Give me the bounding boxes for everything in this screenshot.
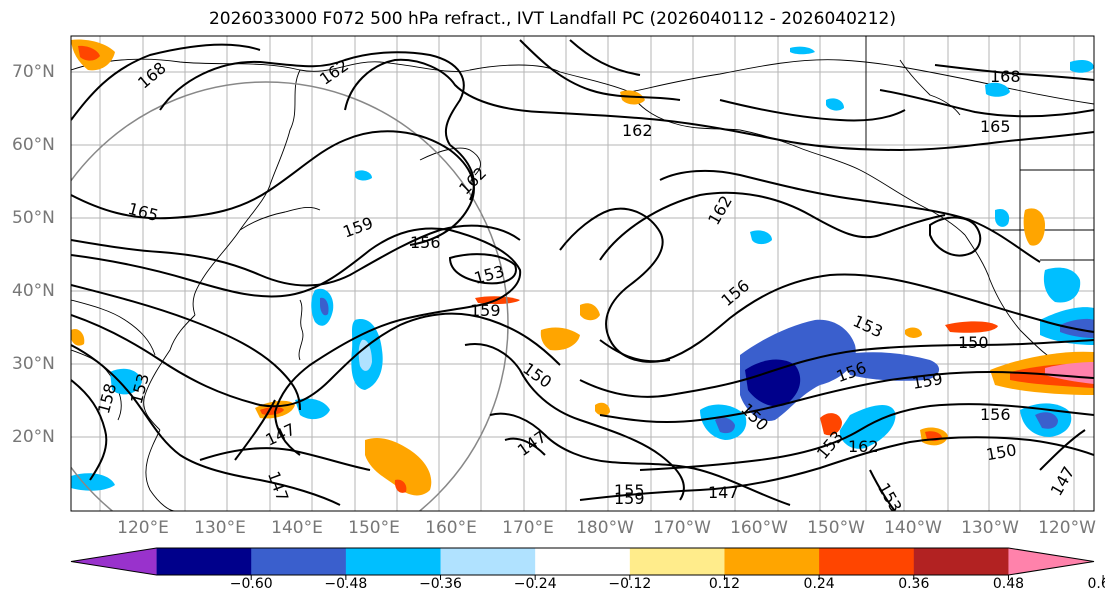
lat-label-30: 30°N: [12, 354, 55, 374]
landfall-radius-circle: [71, 81, 509, 511]
lat-label-70: 70°N: [12, 62, 55, 82]
lon-label: 160°E: [425, 518, 477, 538]
contour-label: 156: [980, 405, 1011, 424]
refractivity-contours: [71, 39, 1094, 511]
contour-label: 159: [470, 301, 501, 320]
colorbar-tick-label: 0.12: [708, 576, 741, 592]
map-frame: [70, 35, 1095, 512]
lon-label: 150°E: [348, 518, 400, 538]
contour-label: 147: [708, 483, 739, 502]
colorbar-tick-label: −0.12: [608, 576, 652, 592]
colorbar-bin: [535, 548, 631, 575]
contour-label: 162: [848, 437, 879, 456]
lon-label: 170°W: [653, 518, 711, 538]
ivt-shading: [71, 39, 1094, 496]
colorbar-tick-label: 0.24: [803, 576, 835, 592]
contour-label: 159: [614, 489, 645, 508]
coastlines: [71, 36, 1094, 511]
colorbar-tick-label: −0.24: [513, 576, 557, 592]
contour-label: 150: [958, 333, 989, 352]
plot-title: 2026033000 F072 500 hPa refract., IVT La…: [208, 9, 896, 29]
lat-label-40: 40°N: [12, 281, 55, 301]
contour-label: 162: [622, 121, 653, 140]
lon-label: 120°E: [117, 518, 169, 538]
colorbar-tick-label: 0.60: [1087, 576, 1105, 592]
lon-label: 130°E: [194, 518, 246, 538]
colorbar-outline: [70, 547, 1095, 576]
colorbar-tick-label: −0.48: [324, 576, 368, 592]
lon-label: 140°E: [271, 518, 323, 538]
colorbar-tick-label: 0.36: [898, 576, 930, 592]
lon-label: 180°W: [576, 518, 634, 538]
colorbar-bin: [819, 548, 915, 575]
contour-label: 155: [614, 481, 645, 500]
colorbar-bin: [913, 548, 1009, 575]
lat-label-60: 60°N: [12, 135, 55, 155]
colorbar-bin: [440, 548, 536, 575]
contour-label: 168: [990, 67, 1021, 86]
lon-label: 160°W: [730, 518, 788, 538]
lat-label-20: 20°N: [12, 427, 55, 447]
colorbar-bin: [345, 548, 442, 575]
lon-label: 130°W: [961, 518, 1019, 538]
colorbar-bin: [251, 548, 347, 575]
colorbar-bin: [724, 548, 820, 575]
lon-label: 140°W: [884, 518, 942, 538]
lon-label: 150°W: [807, 518, 865, 538]
lon-label: 170°E: [502, 518, 554, 538]
colorbar-bin: [156, 548, 252, 575]
colorbar-tick-label: −0.36: [419, 576, 462, 592]
colorbar: [70, 547, 1104, 580]
colorbar-bin: [629, 548, 725, 575]
colorbar-tick-label: 0.48: [992, 576, 1025, 592]
colorbar-extend-min: [71, 548, 157, 575]
colorbar-tick-label: −0.60: [229, 576, 273, 592]
colorbar-extend-max: [1008, 548, 1094, 575]
contour-label: 156: [410, 233, 441, 252]
contour-label: 165: [980, 117, 1011, 136]
lat-label-50: 50°N: [12, 208, 55, 228]
lon-label: 120°W: [1038, 518, 1096, 538]
